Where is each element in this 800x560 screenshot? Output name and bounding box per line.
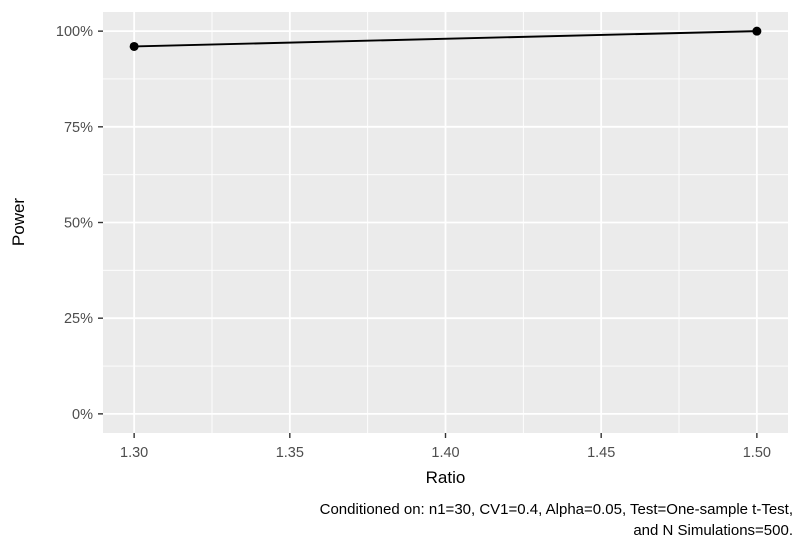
y-tick-label: 75% bbox=[64, 120, 93, 136]
x-tick-label: 1.50 bbox=[743, 445, 771, 461]
y-tick-label: 0% bbox=[72, 407, 93, 423]
x-axis-title: Ratio bbox=[425, 468, 466, 487]
data-point bbox=[129, 41, 139, 51]
x-tick-label: 1.45 bbox=[587, 445, 615, 461]
y-tick-label: 100% bbox=[56, 24, 93, 40]
caption: Conditioned on: n1=30, CV1=0.4, Alpha=0.… bbox=[320, 499, 793, 541]
x-tick-label: 1.35 bbox=[276, 445, 304, 461]
y-tick-label: 25% bbox=[64, 311, 93, 327]
series-line bbox=[134, 30, 757, 48]
x-tick-label: 1.30 bbox=[120, 445, 148, 461]
y-axis-title: Power bbox=[9, 197, 28, 247]
caption-line-2: and N Simulations=500. bbox=[633, 522, 793, 539]
x-tick-label: 1.40 bbox=[431, 445, 459, 461]
caption-line-1: Conditioned on: n1=30, CV1=0.4, Alpha=0.… bbox=[319, 501, 793, 518]
y-tick-label: 50% bbox=[64, 216, 93, 232]
data-point bbox=[752, 26, 762, 36]
